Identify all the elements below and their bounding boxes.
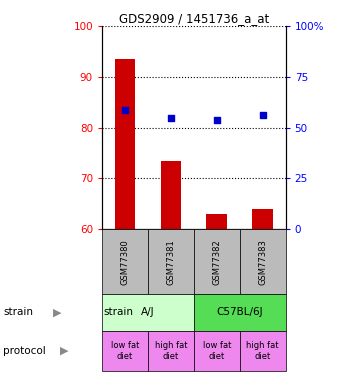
Text: GSM77383: GSM77383 — [258, 239, 267, 285]
Bar — [194, 331, 240, 371]
Bar — [240, 229, 286, 294]
Point — [168, 115, 174, 121]
Bar — [148, 331, 194, 371]
Bar — [115, 59, 135, 229]
Bar — [102, 294, 194, 331]
Text: low fat
diet: low fat diet — [203, 341, 231, 361]
Bar — [252, 209, 273, 229]
Text: high fat
diet: high fat diet — [246, 341, 279, 361]
Bar — [102, 229, 148, 294]
Bar — [102, 331, 148, 371]
Text: strain: strain — [104, 308, 134, 317]
Text: A/J: A/J — [141, 308, 155, 317]
Text: low fat
diet: low fat diet — [111, 341, 139, 361]
Point — [214, 117, 220, 123]
Bar — [240, 331, 286, 371]
Text: GSM77380: GSM77380 — [120, 239, 130, 285]
Bar — [160, 161, 181, 229]
Point — [260, 112, 266, 118]
Text: strain: strain — [3, 308, 33, 317]
Bar — [148, 229, 194, 294]
Text: ▶: ▶ — [53, 308, 61, 317]
Text: ▶: ▶ — [59, 346, 68, 356]
Title: GDS2909 / 1451736_a_at: GDS2909 / 1451736_a_at — [119, 12, 269, 25]
Text: protocol: protocol — [3, 346, 46, 356]
Text: GSM77381: GSM77381 — [166, 239, 175, 285]
Bar — [194, 294, 286, 331]
Text: high fat
diet: high fat diet — [155, 341, 187, 361]
Bar — [206, 214, 227, 229]
Text: C57BL/6J: C57BL/6J — [216, 308, 263, 317]
Bar — [194, 229, 240, 294]
Point — [122, 107, 128, 113]
Text: GSM77382: GSM77382 — [212, 239, 221, 285]
